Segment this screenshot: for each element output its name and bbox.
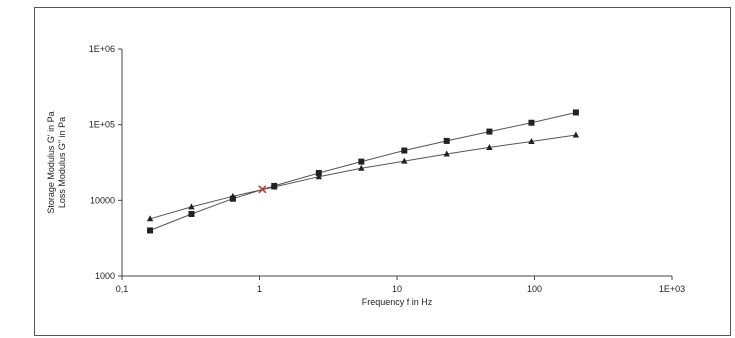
square-marker bbox=[401, 147, 408, 154]
triangle-marker bbox=[146, 215, 154, 222]
x-tick-label: 0,1 bbox=[116, 284, 129, 294]
triangle-marker bbox=[271, 183, 278, 190]
square-marker bbox=[572, 109, 579, 116]
y-tick-label: 10000 bbox=[90, 195, 115, 205]
triangle-marker bbox=[401, 157, 408, 164]
series-markers bbox=[146, 109, 580, 234]
triangle-marker bbox=[229, 192, 237, 199]
x-axis-label: Frequency f in Hz bbox=[362, 297, 433, 307]
x-tick-label: 10 bbox=[392, 284, 402, 294]
cross-stroke bbox=[258, 185, 267, 194]
x-tick-label: 100 bbox=[527, 284, 542, 294]
series-lines bbox=[149, 112, 577, 231]
square-marker bbox=[358, 158, 365, 165]
x-tick-label: 1E+03 bbox=[659, 284, 685, 294]
triangle-marker bbox=[188, 203, 195, 210]
y-tick-label: 1E+06 bbox=[89, 44, 115, 54]
square-marker bbox=[147, 227, 154, 234]
series-1-line bbox=[149, 112, 577, 231]
triangle-marker bbox=[315, 173, 323, 180]
square-marker bbox=[486, 128, 493, 135]
y-axis-label-loss: Loss Modulus G" in Pa bbox=[57, 117, 67, 208]
y-axis-label-storage: Storage Modulus G' in Pa bbox=[46, 111, 56, 213]
triangle-marker bbox=[443, 150, 450, 157]
y-tick-label: 1000 bbox=[95, 271, 115, 281]
triangle-marker bbox=[572, 131, 580, 138]
y-tick-labels: 1000 10000 1E+05 1E+06 bbox=[89, 44, 115, 281]
square-marker bbox=[315, 169, 322, 176]
square-marker bbox=[443, 137, 450, 144]
x-tick-label: 1 bbox=[257, 284, 262, 294]
chart-frame: 1000 10000 1E+05 1E+06 0,1 1 10 100 1E+03 Frequ… bbox=[34, 7, 731, 336]
triangle-marker bbox=[358, 164, 365, 171]
annotations bbox=[258, 185, 267, 194]
crossover-marker bbox=[258, 185, 267, 194]
y-tick-label: 1E+05 bbox=[89, 120, 115, 130]
series-2-line bbox=[149, 134, 576, 220]
x-tick-labels: 0,1 1 10 100 1E+03 bbox=[116, 284, 685, 294]
axes bbox=[118, 48, 673, 280]
chart-svg: 1000 10000 1E+05 1E+06 0,1 1 10 100 1E+03 Frequ… bbox=[46, 44, 685, 307]
square-marker bbox=[528, 119, 535, 126]
triangle-marker bbox=[486, 143, 493, 150]
square-marker bbox=[188, 210, 195, 217]
triangle-marker bbox=[528, 137, 535, 144]
